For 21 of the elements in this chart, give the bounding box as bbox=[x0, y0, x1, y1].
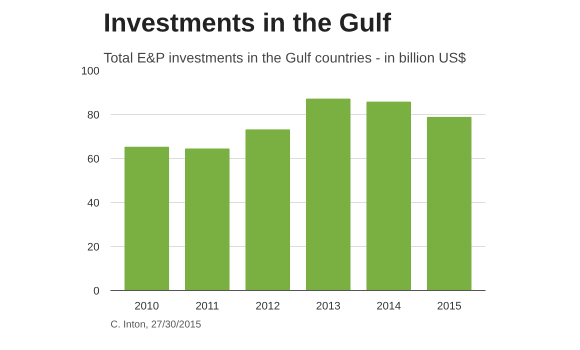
bar bbox=[185, 148, 230, 290]
x-tick-label: 2012 bbox=[256, 300, 280, 312]
chart-subtitle: Total E&P investments in the Gulf countries - in billion US$ bbox=[104, 50, 466, 66]
x-tick-label: 2010 bbox=[134, 300, 160, 312]
y-tick-label: 0 bbox=[93, 286, 100, 298]
x-tick-label: 2014 bbox=[376, 300, 401, 312]
y-tick-label: 20 bbox=[87, 242, 100, 254]
y-tick-label: 100 bbox=[81, 66, 100, 78]
x-tick-label: 2015 bbox=[436, 300, 462, 312]
bar bbox=[426, 116, 472, 290]
bar bbox=[245, 129, 290, 290]
y-tick-label: 60 bbox=[87, 154, 100, 166]
bar bbox=[306, 98, 351, 290]
x-tick-label: 2013 bbox=[316, 300, 340, 312]
x-tick-label: 2011 bbox=[195, 300, 220, 312]
chart-title: Investments in the Gulf bbox=[104, 8, 392, 38]
bar bbox=[366, 102, 411, 290]
bar bbox=[124, 146, 170, 290]
text: C. Inton, 27/30/2015 bbox=[110, 320, 202, 330]
y-tick-label: 80 bbox=[87, 110, 100, 122]
y-tick-label: 40 bbox=[87, 198, 100, 210]
